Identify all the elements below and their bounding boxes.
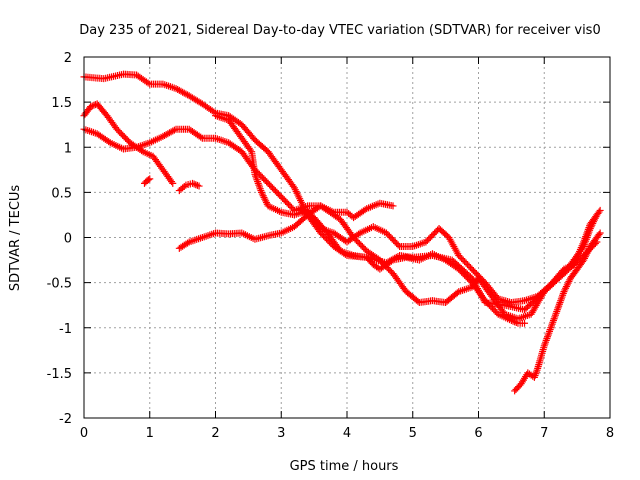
data-point — [258, 188, 266, 196]
y-axis-title: SDTVAR / TECUs — [8, 185, 23, 292]
series-track-e — [175, 179, 203, 195]
data-point — [394, 241, 402, 249]
data-point — [261, 195, 269, 203]
x-tick-label: 3 — [277, 426, 285, 441]
data-point — [169, 179, 177, 187]
series-track-i — [297, 206, 529, 327]
data-point — [509, 317, 517, 325]
data-point — [512, 319, 520, 327]
x-tick-label: 5 — [409, 426, 417, 441]
data-point — [565, 277, 573, 285]
y-tick-label: 1 — [64, 141, 72, 156]
data-point — [195, 182, 203, 190]
data-point — [387, 257, 395, 265]
data-point — [168, 178, 176, 186]
data-point — [258, 190, 266, 198]
x-tick-label: 8 — [606, 426, 614, 441]
data-point — [521, 319, 529, 327]
x-tick-label: 2 — [211, 426, 219, 441]
data-point — [507, 317, 515, 325]
data-point — [592, 212, 600, 220]
data-point — [563, 281, 571, 289]
data-point — [262, 199, 270, 207]
data-point — [595, 230, 603, 238]
y-tick-label: 2 — [64, 51, 72, 66]
data-point — [180, 183, 188, 191]
data-point — [193, 181, 201, 189]
data-point — [389, 202, 397, 210]
series-track-d — [140, 175, 154, 187]
x-tick-label: 6 — [474, 426, 482, 441]
data-point — [87, 103, 95, 111]
y-tick-label: 0.5 — [51, 186, 72, 201]
data-point — [585, 246, 593, 254]
data-point — [105, 138, 113, 146]
data-point — [560, 288, 568, 296]
data-point — [582, 251, 590, 259]
y-tick-label: 0 — [64, 232, 72, 247]
data-point — [583, 249, 591, 257]
data-point — [561, 286, 569, 294]
data-point — [361, 206, 369, 214]
chart-title: Day 235 of 2021, Sidereal Day-to-day VTE… — [79, 23, 600, 38]
data-point — [593, 211, 601, 219]
data-point — [246, 146, 254, 154]
data-point — [188, 179, 196, 187]
data-point — [584, 248, 592, 256]
data-point — [144, 79, 152, 87]
data-point — [596, 206, 604, 214]
data-point — [562, 284, 570, 292]
y-tick-label: -1 — [59, 322, 72, 337]
x-tick-label: 7 — [540, 426, 548, 441]
data-point — [414, 297, 422, 305]
data-point — [580, 256, 588, 264]
data-point — [197, 133, 205, 141]
x-tick-label: 4 — [343, 426, 351, 441]
x-tick-label: 1 — [146, 426, 154, 441]
data-point — [511, 318, 519, 326]
data-point — [144, 176, 152, 184]
data-point — [88, 102, 96, 110]
data-point — [564, 279, 572, 287]
data-point — [210, 108, 218, 116]
data-point — [259, 192, 267, 200]
data-point — [262, 197, 270, 205]
axis-ticks: 0 1 2 3 4 5 6 7 8 -2 -1.5 -1 -0.5 0 0.5 1 1.5 2 — [47, 51, 615, 441]
data-point — [581, 254, 589, 262]
series-track-h — [511, 229, 604, 395]
x-axis-title: GPS time / hours — [290, 459, 399, 474]
data-point — [355, 230, 363, 238]
data-point — [138, 147, 146, 155]
data-point — [596, 229, 604, 237]
data-point — [170, 126, 178, 134]
grid-lines — [84, 57, 610, 418]
data-series — [80, 70, 604, 395]
data-point — [581, 253, 589, 261]
data-point — [562, 283, 570, 291]
series-track-b — [80, 100, 177, 187]
data-point — [190, 180, 198, 188]
data-point — [146, 175, 154, 183]
data-point — [184, 239, 192, 247]
x-tick-label: 0 — [80, 426, 88, 441]
data-point — [192, 181, 200, 189]
y-tick-label: -1.5 — [47, 367, 72, 382]
data-point — [260, 193, 268, 201]
series-track-g — [212, 112, 601, 306]
y-tick-label: 1.5 — [51, 96, 72, 111]
y-tick-label: -2 — [59, 412, 72, 427]
y-tick-label: -0.5 — [47, 277, 72, 292]
